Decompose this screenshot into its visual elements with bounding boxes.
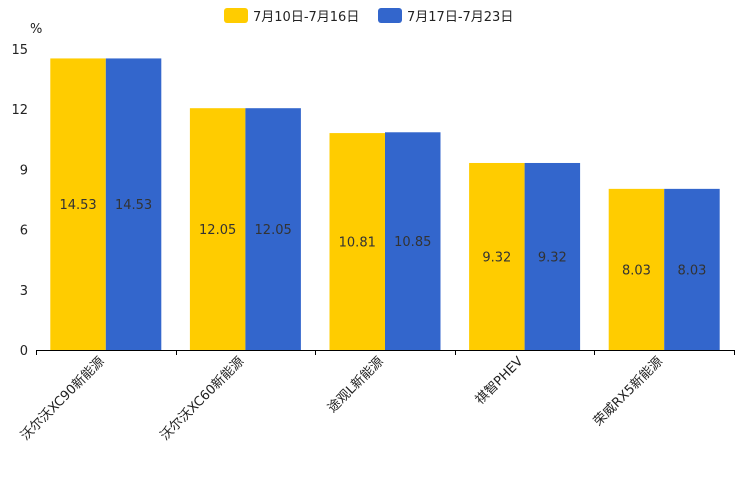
data-labels-group: 14.53 14.53 12.05 12.05 10.81 10.85 9.32 9.32 8.…	[59, 198, 706, 278]
legend-swatch-2	[378, 8, 402, 23]
y-tick-label: 3	[20, 284, 28, 299]
legend-label-2: 7月17日-7月23日	[407, 10, 513, 25]
data-label-1-series-2: 14.53	[115, 198, 152, 213]
bar-2-series-2	[245, 108, 301, 351]
x-category-label-2: 沃尔沃XC60新能源	[157, 354, 247, 444]
bar-3-series-1	[329, 133, 385, 350]
bar-2-series-1	[189, 108, 246, 351]
x-category-label-5: 荣威RX5新能源	[590, 354, 666, 430]
legend-label-1: 7月10日-7月16日	[253, 10, 359, 25]
data-label-4-series-2: 9.32	[538, 250, 567, 265]
bar-4-series-1	[469, 162, 525, 350]
data-label-2-series-1: 12.05	[199, 223, 236, 238]
x-axis: 沃尔沃XC90新能源 沃尔沃XC60新能源 途观L新能源 祺智PHEV 荣威RX5新能源	[17, 350, 735, 444]
data-label-2-series-2: 12.05	[255, 223, 292, 238]
y-tick-label: 0	[20, 344, 28, 359]
data-label-5-series-1: 8.03	[622, 263, 651, 278]
bar-3-series-2	[385, 132, 441, 350]
data-label-3-series-1: 10.81	[339, 236, 376, 251]
legend: 7月10日-7月16日 7月17日-7月23日	[224, 8, 513, 25]
x-category-label-4: 祺智PHEV	[473, 354, 527, 408]
data-label-3-series-2: 10.85	[394, 235, 431, 250]
y-tick-label: 15	[11, 43, 28, 58]
y-tick-label: 12	[11, 103, 28, 118]
y-unit-label: %	[30, 22, 42, 37]
bar-5-series-2	[664, 188, 720, 350]
bar-1-series-1	[50, 58, 106, 350]
y-axis: 0 3 6 9 12 15	[11, 43, 28, 359]
legend-swatch-1	[224, 8, 248, 23]
y-tick-label: 6	[20, 224, 28, 239]
data-label-1-series-1: 14.53	[59, 198, 96, 213]
y-tick-label: 9	[20, 163, 28, 178]
x-category-label-1: 沃尔沃XC90新能源	[17, 354, 107, 444]
bars-group	[50, 58, 720, 351]
x-category-label-3: 途观L新能源	[324, 354, 386, 416]
bar-1-series-2	[105, 58, 162, 350]
data-label-4-series-1: 9.32	[482, 250, 511, 265]
bar-5-series-1	[608, 188, 665, 350]
data-label-5-series-2: 8.03	[677, 263, 706, 278]
bar-4-series-2	[524, 162, 581, 350]
